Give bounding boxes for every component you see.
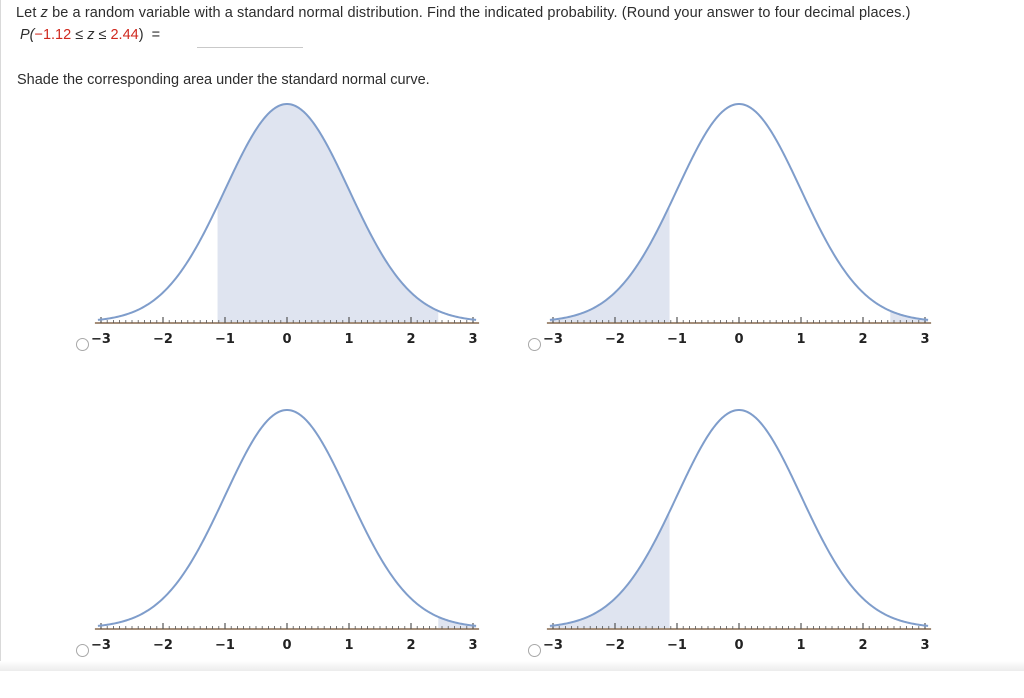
tick-label: −2 [153,638,173,653]
tick-label: −2 [153,332,173,347]
tick-label: 0 [282,332,291,347]
tick-label: 2 [858,332,867,347]
tick-label: −3 [543,638,563,653]
tick-label: −3 [91,638,111,653]
prob-equals: = [151,27,161,43]
tick-label: 1 [796,638,805,653]
tick-label: −3 [91,332,111,347]
question-variable: z [40,5,48,21]
tick-label: 3 [920,638,929,653]
prob-prefix: P( [20,27,35,43]
probability-expression: P(−1.12 ≤ z ≤ 2.44) = [20,27,160,43]
instruction-text: Shade the corresponding area under the s… [17,72,430,88]
prob-upper-bound: 2.44 [110,27,139,43]
shaded-region [549,511,670,628]
normal-curve [97,409,477,627]
normal-curve-graph-3: −3 −2 −1 0 1 2 3 [91,409,480,653]
tick-label: −3 [543,332,563,347]
normal-curve-graph-2: −3 −2 −1 0 1 2 3 [543,103,932,347]
choice-radio-1[interactable] [76,338,89,351]
question-rest: be a random variable with a standard nor… [47,5,911,21]
prob-lower-bound: −1.12 [34,27,72,43]
tick-label: −1 [667,332,687,347]
tick-label: −1 [215,638,235,653]
tick-label: 1 [796,332,805,347]
shaded-region [217,104,439,322]
choice-graph-2[interactable]: −3 −2 −1 0 1 2 3 [528,92,988,392]
tick-label: −2 [605,638,625,653]
normal-curve [549,409,929,627]
tick-label: 1 [344,332,353,347]
choice-graph-3[interactable]: −3 −2 −1 0 1 2 3 [76,398,536,698]
tick-label: 0 [734,332,743,347]
prob-le-1: ≤ [71,27,88,43]
tick-label: −1 [215,332,235,347]
normal-curve [97,103,477,321]
normal-curve [549,103,929,321]
normal-curve-graph-4: −3 −2 −1 0 1 2 3 [543,409,932,653]
normal-curve-graph-1: −3 −2 −1 0 1 2 3 [91,103,480,347]
bottom-fade [0,661,1024,671]
tick-label: 3 [468,638,477,653]
tick-label: 1 [344,638,353,653]
prob-suffix: ) [138,27,144,43]
choice-graph-1[interactable]: −3 −2 −1 0 1 2 3 [76,92,536,392]
choice-radio-3[interactable] [76,644,89,657]
tick-label: 2 [858,638,867,653]
tick-label: 3 [468,332,477,347]
tick-label: 0 [734,638,743,653]
page-left-border [0,0,1,671]
tick-label: 3 [920,332,929,347]
choice-radio-2[interactable] [528,338,541,351]
question-text: Let z be a random variable with a standa… [16,5,911,21]
tick-label: 2 [406,638,415,653]
tick-label: 2 [406,332,415,347]
shaded-region [549,205,670,322]
choice-radio-4[interactable] [528,644,541,657]
prob-variable: z [87,27,95,43]
question-intro: Let [16,5,41,21]
tick-label: −2 [605,332,625,347]
tick-label: 0 [282,638,291,653]
answer-input[interactable] [197,23,303,48]
prob-le-2: ≤ [94,27,111,43]
choice-graph-4[interactable]: −3 −2 −1 0 1 2 3 [528,398,988,698]
tick-label: −1 [667,638,687,653]
